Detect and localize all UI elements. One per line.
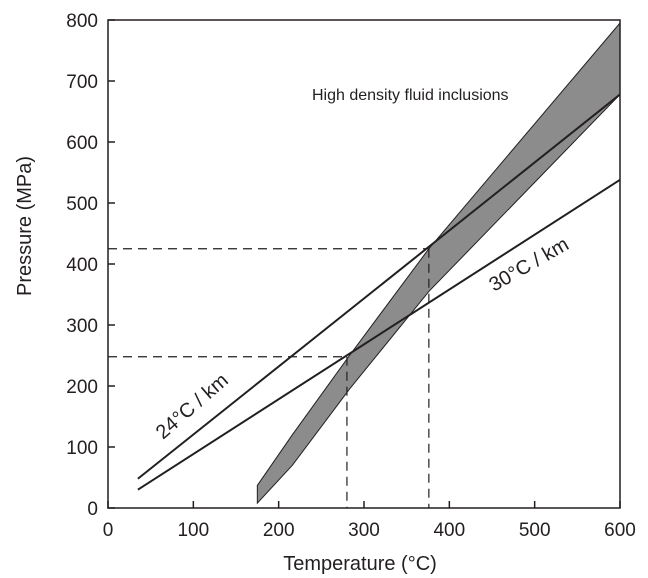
y-tick-label: 600 bbox=[66, 133, 98, 154]
x-tick-label: 0 bbox=[103, 520, 114, 541]
reference-lines-layer bbox=[108, 248, 430, 508]
x-tick-label: 200 bbox=[263, 520, 295, 541]
y-tick-label: 100 bbox=[66, 438, 98, 459]
y-tick-label: 400 bbox=[66, 255, 98, 276]
x-tick-label: 300 bbox=[348, 520, 380, 541]
y-tick-label: 200 bbox=[66, 377, 98, 398]
band-annotation: High density fluid inclusions bbox=[312, 87, 509, 104]
series-line-24 bbox=[137, 93, 621, 480]
tick-layer: 0 100 200 300 400 500 600 0 100 200 300 400 500 600 70… bbox=[66, 11, 636, 541]
y-tick-label: 300 bbox=[66, 316, 98, 337]
line-label-30: 30°C / km bbox=[486, 233, 573, 296]
line-label-24: 24°C / km bbox=[152, 369, 233, 443]
y-tick-label: 700 bbox=[66, 72, 98, 93]
series-line-30 bbox=[137, 178, 621, 491]
series-layer bbox=[137, 93, 621, 491]
y-tick-label: 0 bbox=[87, 499, 98, 520]
y-axis-title: Pressure (MPa) bbox=[14, 156, 36, 296]
x-tick-label: 600 bbox=[604, 520, 636, 541]
x-axis-title: Temperature (°C) bbox=[283, 553, 437, 575]
y-tick-label: 800 bbox=[66, 11, 98, 32]
x-tick-label: 400 bbox=[433, 520, 465, 541]
y-tick-label: 500 bbox=[66, 194, 98, 215]
x-tick-label: 100 bbox=[177, 520, 209, 541]
x-tick-label: 500 bbox=[519, 520, 551, 541]
